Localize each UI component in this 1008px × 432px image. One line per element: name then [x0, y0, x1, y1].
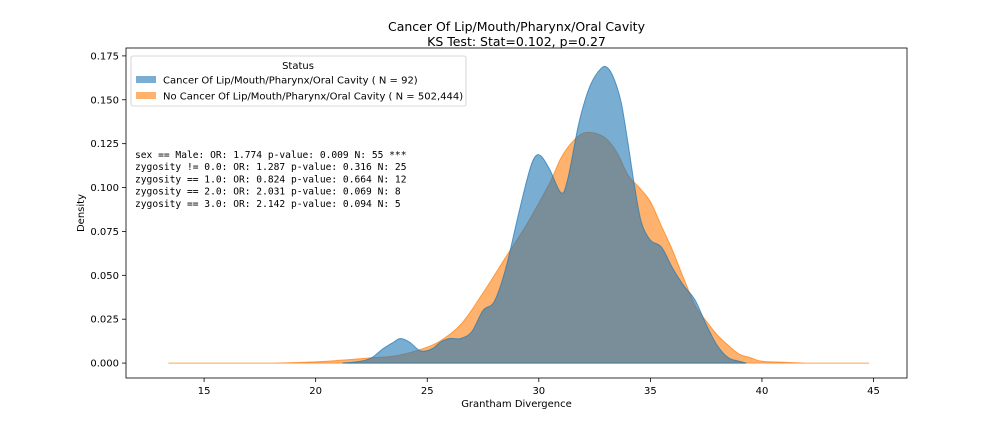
series-layer — [168, 65, 870, 364]
legend: Status Cancer Of Lip/Mouth/Pharynx/Oral … — [130, 55, 467, 107]
x-axis: 15 20 25 30 35 40 45 — [198, 378, 880, 397]
legend-box — [130, 55, 467, 107]
x-tick-label: 20 — [309, 386, 322, 397]
y-tick-label: 0.150 — [90, 95, 119, 106]
density-area-cancer — [342, 65, 747, 364]
annotations: sex == Male: OR: 1.774 p-value: 0.009 N:… — [135, 150, 406, 210]
y-tick-label: 0.075 — [90, 227, 119, 238]
stats-annotation: zygosity == 3.0: OR: 2.142 p-value: 0.09… — [135, 199, 401, 210]
chart-subtitle: KS Test: Stat=0.102, p=0.27 — [427, 34, 606, 49]
x-tick-label: 25 — [421, 386, 434, 397]
plot-frame — [125, 47, 908, 379]
y-tick-label: 0.025 — [90, 315, 119, 326]
y-tick-label: 0.100 — [90, 183, 119, 194]
y-tick-label: 0.000 — [90, 359, 119, 370]
legend-swatch — [136, 76, 156, 83]
x-axis-label: Grantham Divergence — [461, 399, 572, 410]
stats-annotation: zygosity == 2.0: OR: 2.031 p-value: 0.06… — [135, 187, 401, 198]
stats-annotation: zygosity != 0.0: OR: 1.287 p-value: 0.31… — [135, 162, 406, 173]
y-tick-label: 0.050 — [90, 271, 119, 282]
chart-title: Cancer Of Lip/Mouth/Pharynx/Oral Cavity — [388, 19, 646, 34]
x-tick-label: 40 — [756, 386, 769, 397]
x-tick-label: 30 — [532, 386, 545, 397]
x-tick-label: 35 — [644, 386, 657, 397]
y-tick-label: 0.175 — [90, 51, 119, 62]
x-tick-label: 15 — [198, 386, 211, 397]
legend-entry-label: Cancer Of Lip/Mouth/Pharynx/Oral Cavity … — [163, 76, 418, 87]
legend-title: Status — [282, 61, 314, 72]
y-axis-label: Density — [76, 194, 87, 232]
legend-entry-label: No Cancer Of Lip/Mouth/Pharynx/Oral Cavi… — [163, 92, 463, 103]
stats-annotation: zygosity == 1.0: OR: 0.824 p-value: 0.66… — [135, 174, 406, 185]
stats-annotation: sex == Male: OR: 1.774 p-value: 0.009 N:… — [135, 150, 406, 161]
y-tick-label: 0.125 — [90, 139, 119, 150]
x-tick-label: 45 — [867, 386, 880, 397]
legend-swatch — [136, 92, 156, 99]
y-axis: 0.000 0.025 0.050 0.075 0.100 0.125 0.150 0.175 — [90, 51, 126, 370]
